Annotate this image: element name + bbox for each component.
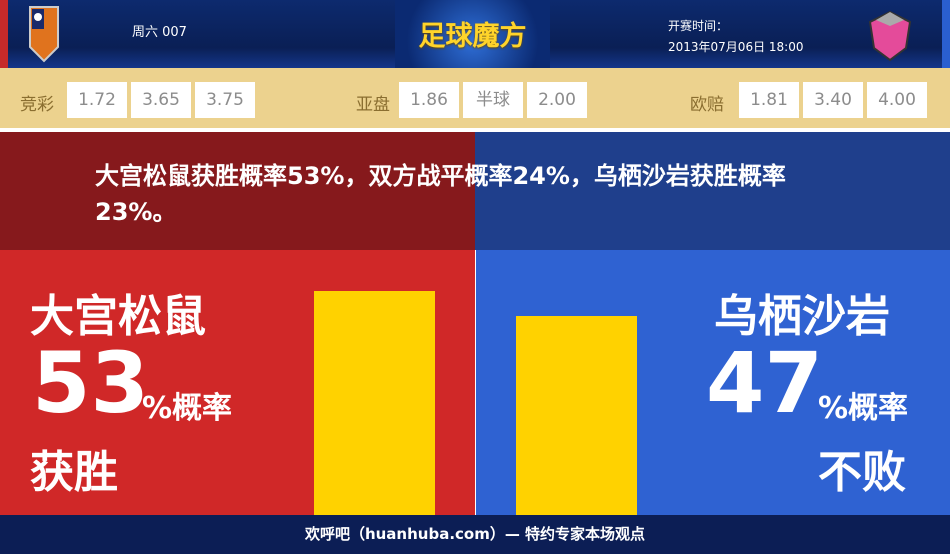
jingcai-odd: 3.65 [131, 82, 191, 118]
euro-label: 欧赔 [690, 95, 724, 115]
home-team-name: 大宫松鼠 [30, 291, 206, 342]
away-team-logo-icon [868, 10, 912, 62]
summary-away-bg [475, 132, 950, 250]
app-logo: 足球魔方 [418, 21, 527, 52]
jingcai-label: 竞彩 [20, 95, 54, 115]
asian-odd: 1.86 [399, 82, 459, 118]
footer: 欢呼吧（huanhuba.com）— 特约专家本场观点 [0, 515, 950, 554]
asian-handicap: 半球 [463, 82, 523, 118]
away-color-strip [942, 0, 950, 68]
home-percent: 53 [32, 334, 149, 432]
away-team-name: 乌栖沙岩 [714, 291, 890, 342]
euro-odd: 3.40 [803, 82, 863, 118]
jingcai-odd: 3.75 [195, 82, 255, 118]
header: 周六 007 足球魔方 开赛时间： 2013年07月06日 18:00 [0, 0, 950, 68]
home-team-logo-icon [29, 6, 59, 63]
euro-odd: 4.00 [867, 82, 927, 118]
summary-home-bg [0, 132, 475, 250]
prediction-summary: 大宫松鼠获胜概率53%，双方战平概率24%，乌栖沙岩获胜概率23%。 [95, 162, 786, 226]
start-time-label: 开赛时间： [668, 19, 729, 33]
away-percent-unit: %概率 [818, 391, 909, 426]
asian-label: 亚盘 [356, 95, 390, 115]
home-percent-unit: %概率 [142, 391, 233, 426]
home-probability-bar [314, 291, 435, 515]
start-time: 2013年07月06日 18:00 [668, 40, 804, 54]
away-outcome: 不败 [818, 447, 906, 498]
away-percent: 47 [706, 334, 823, 432]
jingcai-odd: 1.72 [67, 82, 127, 118]
euro-odd: 1.81 [739, 82, 799, 118]
logo-background [395, 0, 550, 68]
home-outcome: 获胜 [30, 447, 118, 498]
away-probability-bar [516, 316, 637, 515]
odds-bar: 竞彩 1.72 3.65 3.75 亚盘 1.86 半球 2.00 欧赔 1.8… [0, 68, 950, 128]
asian-odd: 2.00 [527, 82, 587, 118]
match-number: 周六 007 [132, 25, 187, 40]
home-color-strip [0, 0, 8, 68]
